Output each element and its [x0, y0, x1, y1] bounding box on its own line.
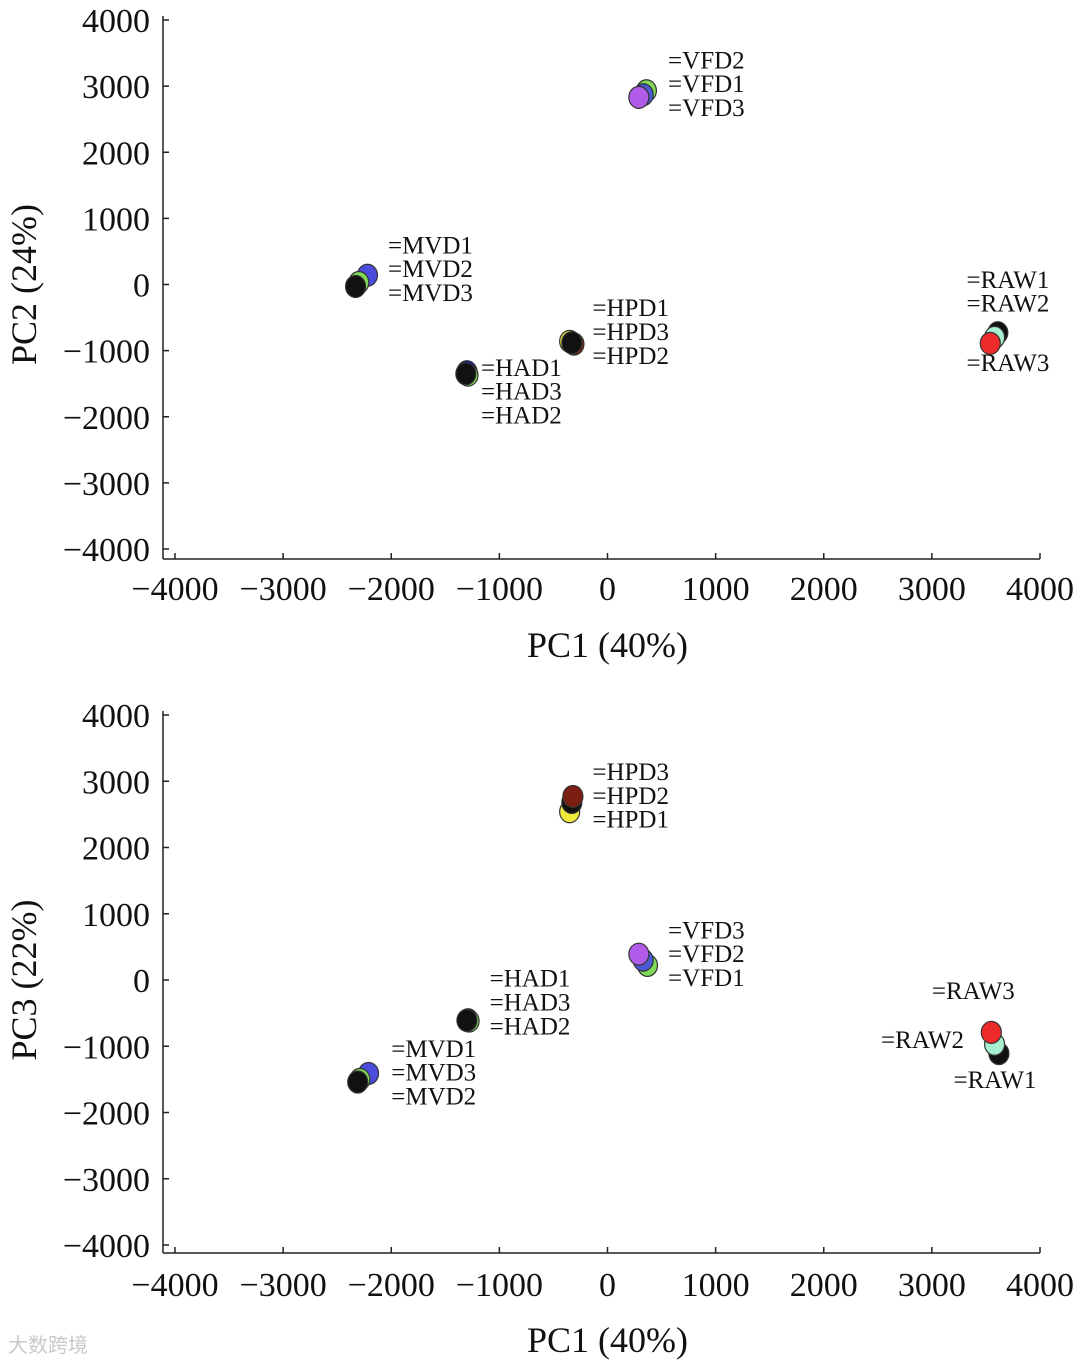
point-label: =HPD1 — [592, 807, 669, 834]
point-label: =MVD2 — [391, 1084, 476, 1111]
x-tick-label: 3000 — [898, 1267, 966, 1304]
y-tick-label: 3000 — [82, 69, 150, 106]
y-tick-label: 0 — [133, 268, 150, 305]
x-tick-label: 2000 — [790, 1267, 858, 1304]
y-tick-label: −1000 — [63, 334, 150, 371]
point-label: =RAW2 — [966, 291, 1049, 318]
y-tick-label: −4000 — [63, 532, 150, 569]
point-label: =MVD1 — [388, 232, 473, 259]
x-tick-label: 1000 — [682, 571, 750, 608]
point-label: =MVD3 — [391, 1060, 476, 1087]
data-point-mvd3 — [347, 1070, 369, 1094]
y-tick-label: −3000 — [63, 466, 150, 503]
point-label: =HPD2 — [592, 343, 669, 370]
x-tick-label: −1000 — [456, 571, 543, 608]
point-label: =VFD2 — [668, 941, 745, 968]
x-tick-label: 4000 — [1006, 571, 1074, 608]
x-tick-label: −3000 — [240, 1267, 327, 1304]
point-label: =HPD3 — [592, 759, 669, 786]
data-point-hpd2 — [561, 331, 583, 355]
point-label: =HPD3 — [592, 319, 669, 346]
y-axis-title: PC2 (24%) — [4, 204, 44, 365]
point-label: =RAW3 — [932, 978, 1015, 1005]
point-label: =MVD1 — [391, 1036, 476, 1063]
x-tick-label: 3000 — [898, 571, 966, 608]
point-label: =HAD3 — [481, 379, 562, 406]
point-label: =HPD1 — [592, 295, 669, 322]
point-label: =VFD1 — [668, 965, 745, 992]
data-point-had2 — [455, 362, 477, 386]
y-tick-label: 2000 — [82, 831, 150, 868]
point-label: =RAW1 — [954, 1067, 1037, 1094]
data-point-mvd3 — [344, 274, 367, 299]
y-tick-label: −4000 — [63, 1228, 150, 1265]
data-point-hpd3 — [562, 784, 584, 809]
point-label: =HAD2 — [481, 402, 562, 429]
x-tick-label: −1000 — [456, 1267, 543, 1304]
x-tick-label: 0 — [599, 1267, 616, 1304]
point-label: =MVD3 — [388, 280, 473, 307]
y-tick-label: 1000 — [82, 897, 150, 934]
y-tick-label: 4000 — [82, 3, 150, 40]
x-tick-label: −4000 — [131, 571, 218, 608]
y-tick-label: −1000 — [63, 1029, 150, 1066]
point-label: =VFD3 — [668, 95, 745, 122]
y-tick-label: −2000 — [63, 1096, 150, 1133]
point-label: =HAD1 — [490, 966, 571, 993]
y-tick-label: −2000 — [63, 400, 150, 437]
data-point-vfd3 — [628, 85, 650, 109]
x-axis-title: PC1 (40%) — [527, 1320, 688, 1360]
point-label: =MVD2 — [388, 256, 473, 283]
point-label: =VFD1 — [668, 71, 745, 98]
data-point-vfd3 — [628, 942, 650, 966]
point-label: =VFD2 — [668, 47, 745, 74]
chart-panel-2: −4000 −3000 −2000 −1000 0 1000 2000 3000 4000 −40… — [4, 698, 1074, 1360]
x-tick-label: −2000 — [348, 571, 435, 608]
point-label: =HAD2 — [490, 1013, 571, 1040]
x-axis-title: PC1 (40%) — [527, 625, 688, 665]
y-tick-label: 0 — [133, 963, 150, 1000]
point-label: =RAW1 — [966, 267, 1049, 294]
point-label: =RAW3 — [966, 350, 1049, 377]
x-tick-label: 0 — [599, 571, 616, 608]
data-point-raw3 — [980, 1020, 1002, 1044]
y-tick-label: −3000 — [63, 1162, 150, 1199]
point-label: =RAW2 — [881, 1027, 964, 1054]
x-tick-label: −3000 — [240, 571, 327, 608]
data-point-had2 — [456, 1008, 478, 1033]
point-label: =HPD2 — [592, 783, 669, 810]
y-tick-label: 3000 — [82, 764, 150, 801]
x-tick-label: 2000 — [790, 571, 858, 608]
y-tick-label: 2000 — [82, 135, 150, 172]
x-tick-label: 4000 — [1006, 1267, 1074, 1304]
x-tick-label: −4000 — [131, 1267, 218, 1304]
point-label: =HAD3 — [490, 989, 571, 1016]
y-tick-label: 4000 — [82, 698, 150, 735]
point-label: =VFD3 — [668, 917, 745, 944]
x-tick-label: 1000 — [682, 1267, 750, 1304]
y-tick-label: 1000 — [82, 201, 150, 238]
x-tick-label: −2000 — [348, 1267, 435, 1304]
point-label: =HAD1 — [481, 355, 562, 382]
data-point-raw3 — [979, 331, 1001, 355]
watermark: 大数跨境 — [8, 1333, 88, 1357]
chart-panel-1: −4000 −3000 −2000 −1000 0 1000 2000 3000 4000 −40… — [4, 3, 1074, 665]
y-axis-title: PC3 (22%) — [4, 900, 44, 1061]
